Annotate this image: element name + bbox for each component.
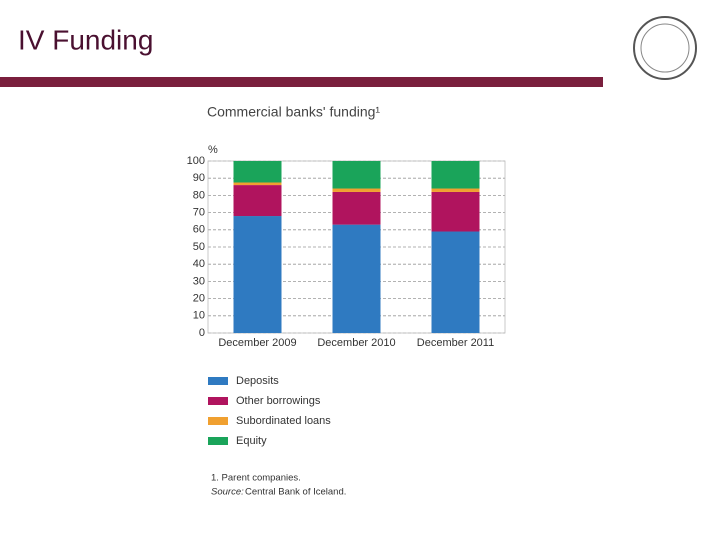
legend-swatch	[208, 417, 228, 425]
bar-segment	[233, 185, 282, 217]
bar-segment	[233, 161, 282, 183]
legend-swatch	[208, 377, 228, 385]
slide-title: IV Funding	[18, 24, 153, 55]
y-tick-label: 0	[199, 327, 205, 339]
bar-segment	[431, 161, 480, 189]
header-bar	[0, 77, 603, 87]
legend-label: Deposits	[236, 375, 279, 387]
y-tick-label: 40	[193, 258, 205, 270]
bar-segment	[233, 216, 282, 333]
legend-label: Equity	[236, 435, 267, 447]
chart-title: Commercial banks' funding¹	[207, 104, 380, 120]
bar-segment	[431, 231, 480, 333]
y-tick-label: 30	[193, 275, 205, 287]
bar-segment	[431, 191, 480, 232]
legend-swatch	[208, 437, 228, 445]
bar-segment	[233, 182, 282, 186]
y-tick-label: 70	[193, 207, 205, 219]
y-unit: %	[208, 144, 218, 156]
y-tick-label: 100	[187, 155, 205, 167]
legend-swatch	[208, 397, 228, 405]
y-tick-label: 80	[193, 189, 205, 201]
footnote: 1. Parent companies.	[211, 473, 301, 484]
y-tick-label: 60	[193, 224, 205, 236]
bar-segment	[332, 161, 381, 189]
x-tick-label: December 2010	[317, 337, 395, 349]
x-tick-label: December 2011	[417, 337, 494, 349]
bar-segment	[431, 188, 480, 192]
bar-segment	[332, 191, 381, 225]
source: Central Bank of Iceland.	[245, 487, 346, 498]
y-tick-label: 20	[193, 293, 205, 305]
x-tick-label: December 2009	[218, 337, 296, 349]
y-tick-label: 90	[193, 172, 205, 184]
legend-label: Subordinated loans	[236, 415, 331, 427]
logo	[633, 16, 697, 80]
y-tick-label: 10	[193, 310, 205, 322]
logo-inner	[640, 23, 690, 73]
bar-segment	[332, 224, 381, 333]
legend-label: Other borrowings	[236, 395, 321, 407]
source-label: Source:	[211, 487, 244, 498]
bar-segment	[332, 188, 381, 192]
y-tick-label: 50	[193, 241, 205, 253]
